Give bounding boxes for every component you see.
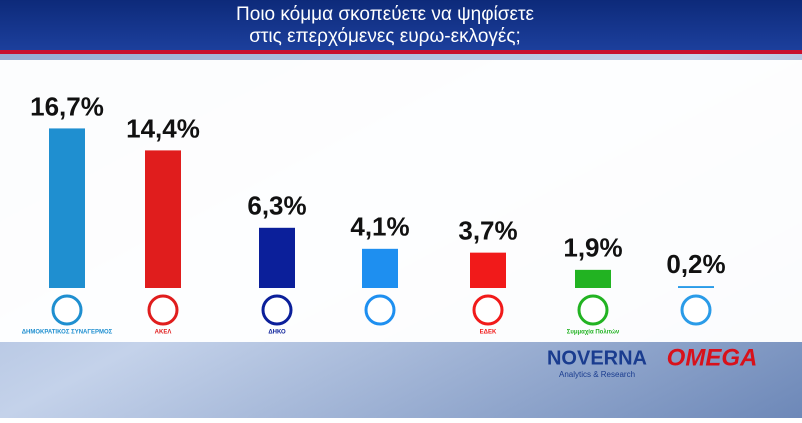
value-label: 14,4% [126, 113, 200, 143]
bar [470, 252, 506, 288]
party-name: ΑΚΕΛ [155, 330, 172, 336]
party-name: ΔΗΚΟ [268, 330, 286, 336]
party-logo [680, 294, 712, 326]
value-label: 3,7% [458, 216, 517, 246]
bar [49, 128, 85, 288]
value-label: 0,2% [666, 249, 725, 279]
channel-logo: OMEGA [667, 344, 758, 371]
party-name: Συμμαχία Πολιτών [567, 330, 620, 336]
party-name: ΔΗΜΟΚΡΑΤΙΚΟΣ ΣΥΝΑΓΕΡΜΟΣ [22, 330, 113, 336]
pollster-subtitle: Analytics & Research [559, 370, 635, 379]
party-name: ΕΔΕΚ [480, 330, 497, 336]
party-logo [364, 294, 396, 326]
title-line: στις επερχόμενες ευρω-εκλογές; [249, 26, 521, 47]
header-stripe [0, 50, 802, 54]
title-line: Ποιο κόμμα σκοπεύετε να ψηφίσετε [236, 4, 534, 25]
bar [362, 248, 398, 288]
bar [575, 269, 611, 288]
party-logo [577, 294, 609, 326]
pollster-logo: NOVERNA [547, 347, 647, 369]
bar [259, 227, 295, 288]
value-label: 16,7% [30, 91, 104, 121]
value-label: 1,9% [563, 233, 622, 263]
party-logo [51, 294, 83, 326]
party-logo [261, 294, 293, 326]
bar [145, 150, 181, 288]
header [0, 0, 802, 50]
party-logo [147, 294, 179, 326]
chart-panel [0, 60, 802, 342]
value-label: 4,1% [350, 212, 409, 242]
bar [678, 286, 714, 288]
party-logo [472, 294, 504, 326]
value-label: 6,3% [247, 191, 306, 221]
